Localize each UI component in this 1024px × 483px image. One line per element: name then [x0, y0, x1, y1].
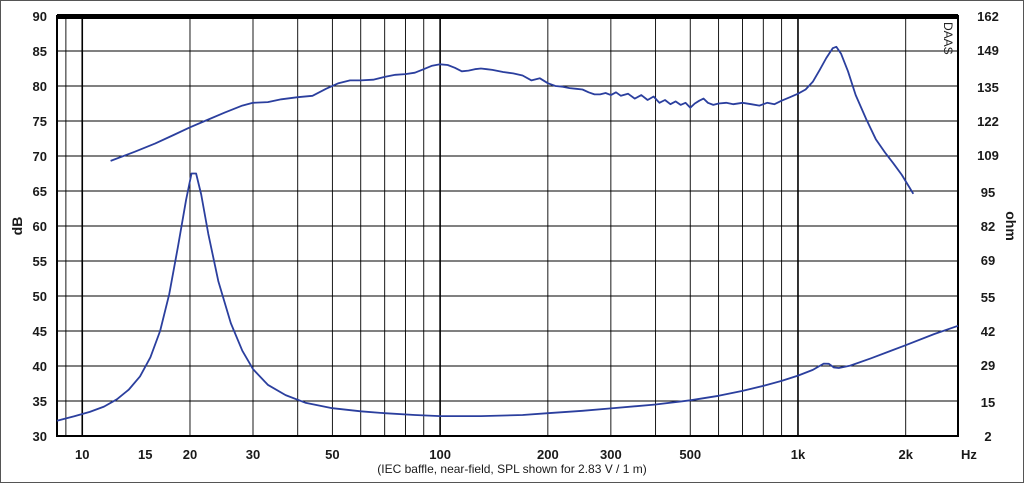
x-tick-label: 15	[138, 447, 152, 462]
y-axis-title: dB	[9, 217, 25, 236]
y-tick-label: 40	[33, 359, 47, 374]
y2-tick-label: 149	[977, 43, 999, 58]
x-tick-label: 2k	[898, 447, 913, 462]
y2-tick-label: 135	[977, 80, 999, 95]
y2-tick-label: 2	[984, 429, 991, 444]
spl-response-line	[110, 45, 915, 195]
x-axis-unit: Hz	[961, 447, 977, 462]
x-axis-ticks: 10 15 20 30 50 100 200 300 500 1k 2k	[75, 447, 914, 462]
x-tick-label: 30	[246, 447, 260, 462]
impedance-line	[56, 172, 959, 422]
y2-tick-label: 95	[981, 185, 995, 200]
y2-tick-label: 109	[977, 148, 999, 163]
y2-tick-label: 42	[981, 324, 995, 339]
y2-tick-label: 15	[981, 395, 995, 410]
series-layer	[56, 45, 959, 422]
y-tick-label: 80	[33, 79, 47, 94]
y-tick-label: 60	[33, 219, 47, 234]
y-tick-label: 70	[33, 149, 47, 164]
y2-tick-label: 55	[981, 290, 995, 305]
x-tick-label: 1k	[791, 447, 806, 462]
y2-tick-label: 122	[977, 114, 999, 129]
y-tick-label: 45	[33, 324, 47, 339]
x-tick-label: 300	[600, 447, 622, 462]
y-tick-label: 90	[33, 9, 47, 24]
y2-tick-label: 29	[981, 358, 995, 373]
x-tick-label: 10	[75, 447, 89, 462]
x-tick-label: 200	[537, 447, 559, 462]
y2-tick-label: 82	[981, 219, 995, 234]
y-tick-label: 30	[33, 429, 47, 444]
x-tick-label: 20	[183, 447, 197, 462]
y-tick-label: 85	[33, 44, 47, 59]
brand-watermark: DAAS	[941, 22, 955, 55]
y-tick-label: 75	[33, 114, 47, 129]
y2-tick-label: 69	[981, 253, 995, 268]
x-tick-label: 500	[679, 447, 701, 462]
y-tick-label: 65	[33, 184, 47, 199]
plot-top-bar	[57, 14, 958, 19]
y-tick-label: 35	[33, 394, 47, 409]
x-tick-label: 50	[325, 447, 339, 462]
y-tick-label: 55	[33, 254, 47, 269]
y2-axis-title: ohm	[1003, 211, 1019, 241]
y-tick-label: 50	[33, 289, 47, 304]
left-axis-ticks: 90 85 80 75 70 65 60 55 50 45 40 35 30	[33, 9, 47, 444]
chart-caption: (IEC baffle, near-field, SPL shown for 2…	[377, 462, 646, 476]
y2-tick-label: 162	[977, 9, 999, 24]
right-axis-ticks: 162 149 135 122 109 95 82 69 55 42 29 15 2	[977, 9, 999, 444]
x-tick-label: 100	[429, 447, 451, 462]
